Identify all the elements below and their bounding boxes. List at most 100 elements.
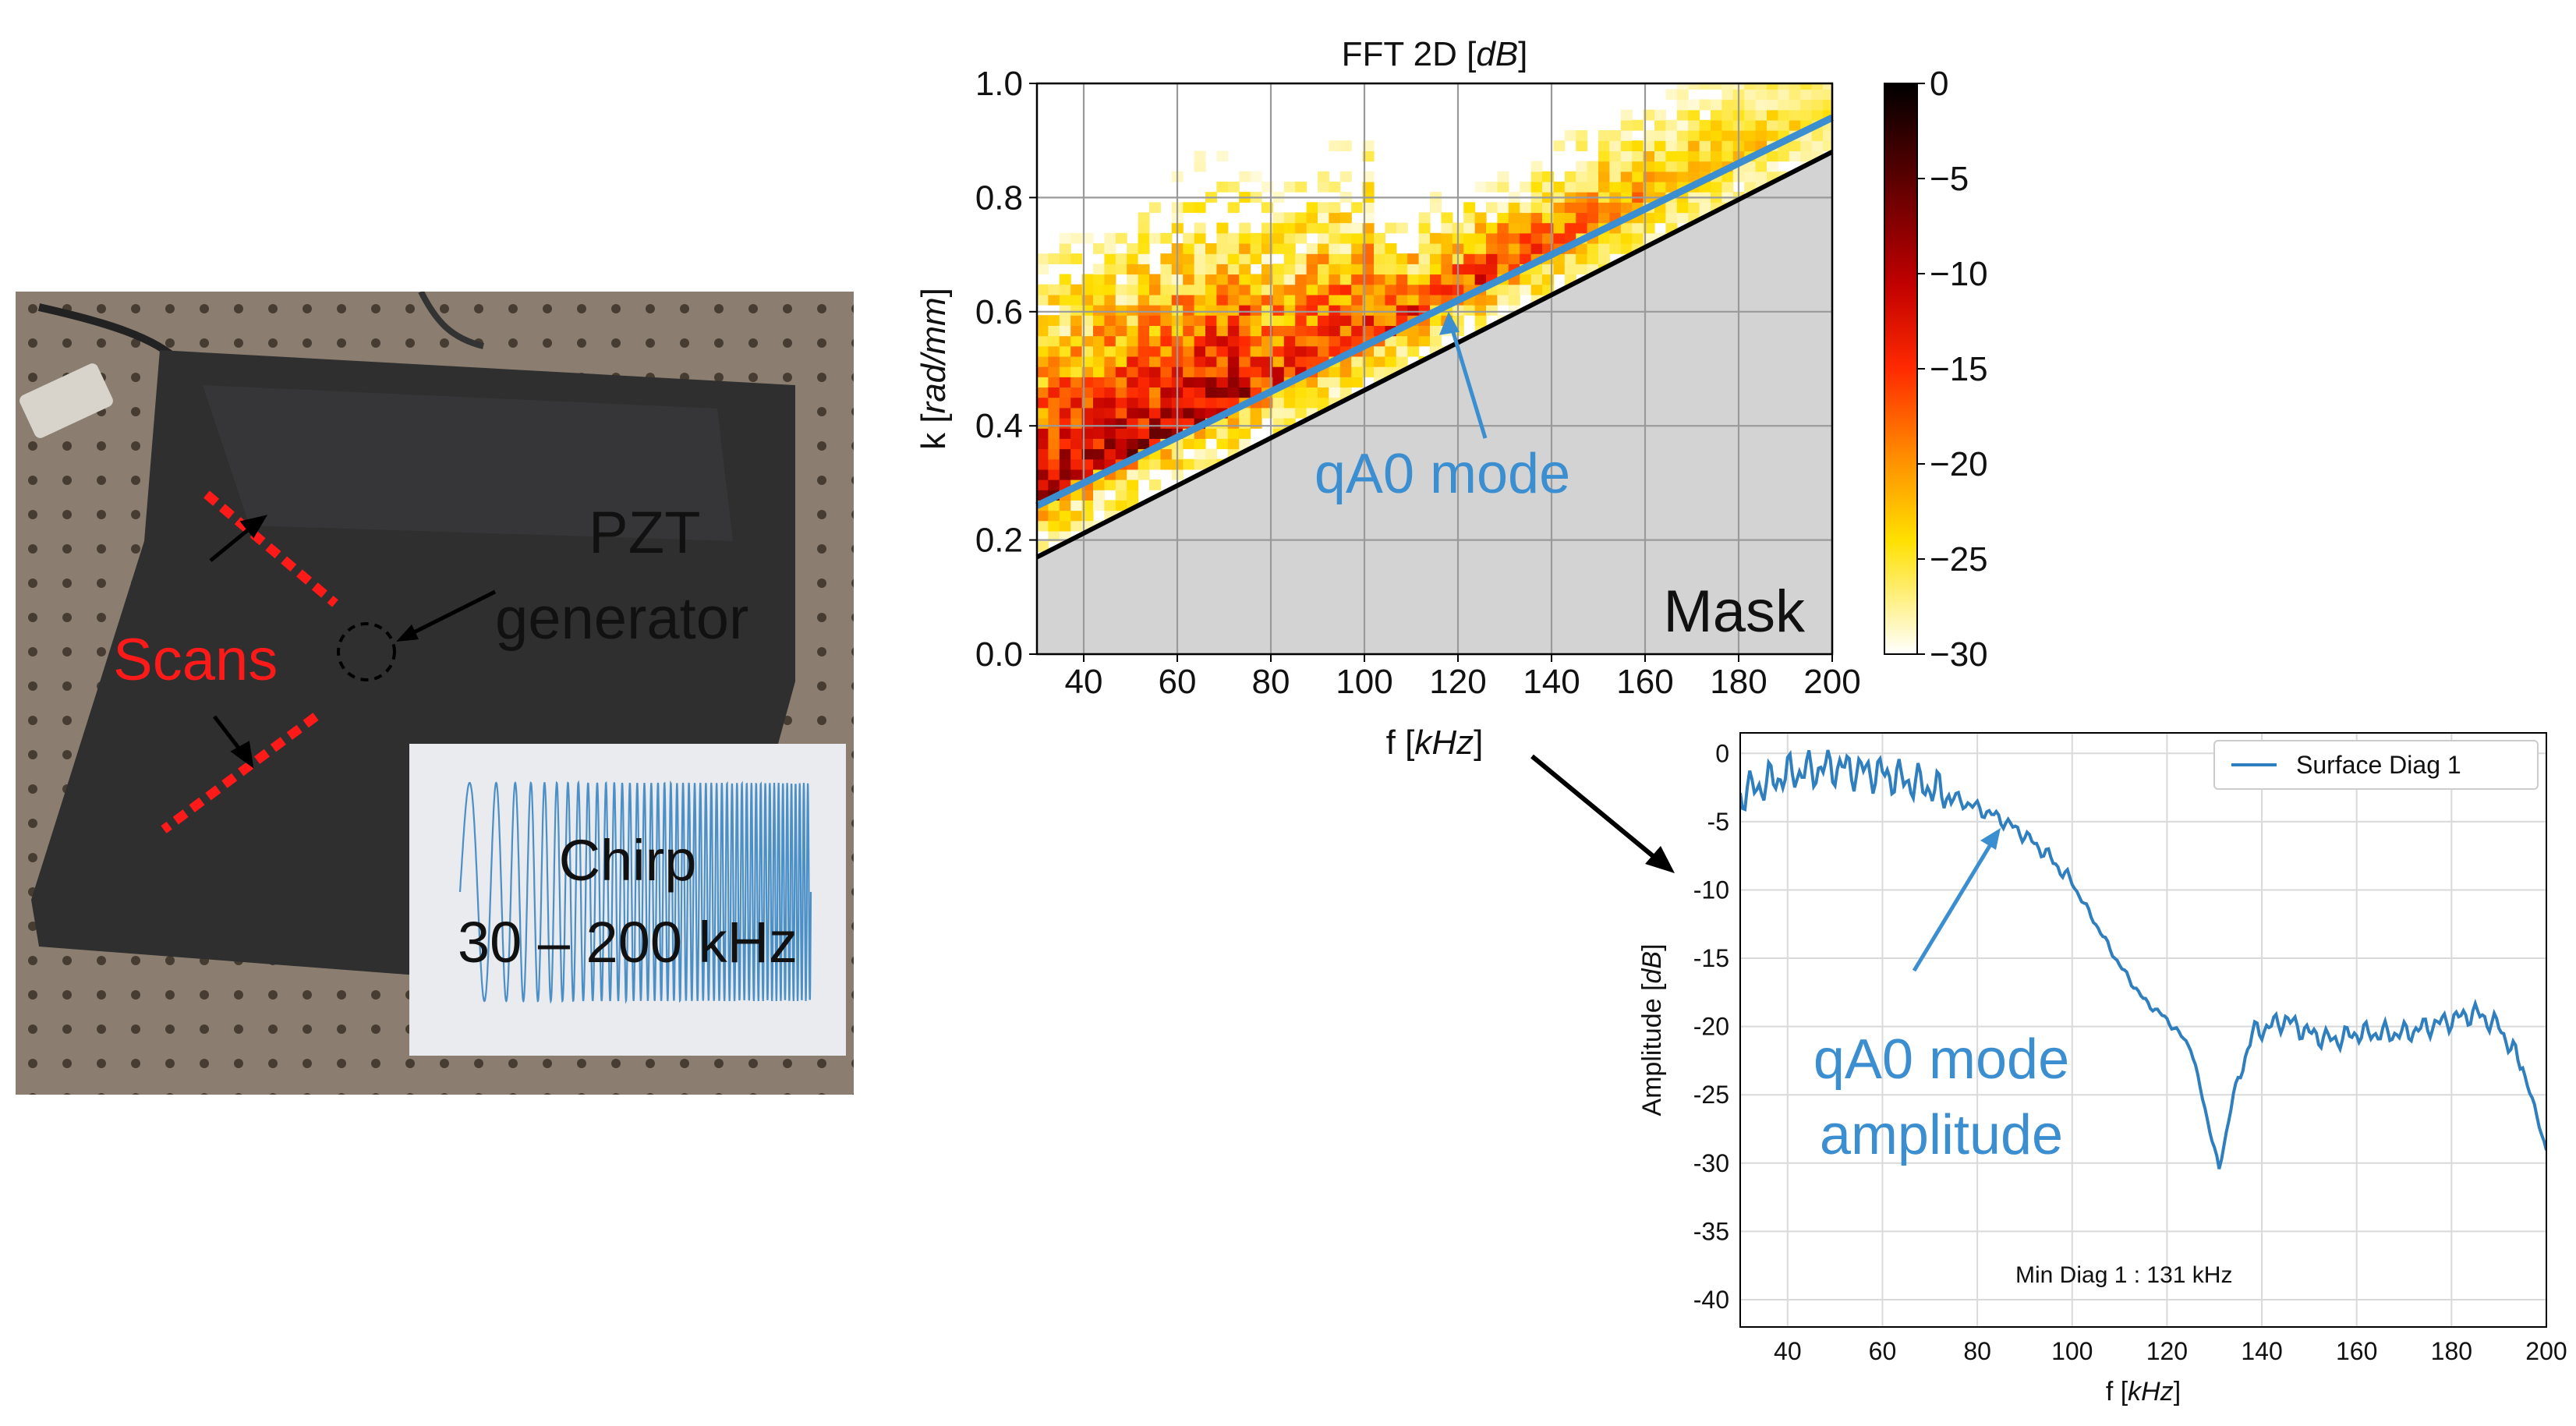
heatmap-cell: [1654, 150, 1666, 162]
heatmap-cell: [1127, 335, 1139, 347]
heatmap-cell: [1598, 140, 1610, 151]
heatmap-cell: [1508, 253, 1520, 264]
heatmap-cell: [1059, 407, 1071, 419]
heatmap-cell: [1351, 284, 1364, 295]
heatmap-cell: [1318, 181, 1329, 193]
heatmap-cell: [1048, 397, 1060, 409]
heatmap-cell: [1115, 356, 1127, 367]
heatmap-cell: [1138, 366, 1150, 377]
heatmap-cell: [1194, 274, 1206, 285]
heatmap-cell: [1665, 171, 1678, 182]
heatmap-cell: [1329, 366, 1341, 377]
heatmap-cell: [1339, 140, 1352, 151]
heatmap-cell: [1362, 294, 1375, 306]
heatmap-cell: [1216, 150, 1229, 162]
x-tick-label: 140: [2241, 1337, 2282, 1365]
heatmap-cell: [1587, 202, 1599, 214]
heatmap-cell: [1318, 243, 1329, 254]
heatmap-cell: [1227, 428, 1240, 439]
heatmap-cell: [1699, 99, 1711, 111]
plate-sheen: [203, 385, 733, 541]
heatmap-cell: [1441, 253, 1453, 264]
heatmap-cell: [1486, 232, 1498, 244]
heatmap-cell: [1070, 253, 1083, 264]
heatmap-cell: [1418, 232, 1431, 244]
heatmap-cell: [1115, 335, 1127, 347]
legend: Surface Diag 1: [2213, 740, 2539, 790]
heatmap-cell: [1329, 232, 1341, 244]
heatmap-cell: [1530, 171, 1543, 182]
heatmap-cell: [1789, 89, 1801, 101]
heatmap-cell: [1227, 335, 1240, 347]
heatmap-cell: [1104, 377, 1116, 387]
heatmap-cell: [1250, 294, 1262, 306]
heatmap-cell: [1127, 253, 1139, 264]
heatmap-cell: [1239, 264, 1251, 275]
heatmap-cell: [1160, 305, 1173, 316]
heatmap-cell: [1127, 345, 1139, 357]
heatmap-cell: [1070, 325, 1083, 337]
colorbar: [1884, 83, 1918, 655]
heatmap-cell: [1093, 428, 1105, 439]
heatmap-cell: [1351, 253, 1364, 264]
heatmap-cell: [1553, 264, 1566, 275]
heatmap-cell: [1351, 222, 1364, 234]
heatmap-cell: [1699, 119, 1711, 131]
heatmap-cell: [1104, 335, 1116, 347]
heatmap-cell: [1093, 294, 1105, 306]
heatmap-cell: [1160, 253, 1173, 264]
heatmap-cell: [1721, 181, 1734, 193]
heatmap-cell: [1407, 264, 1420, 275]
heatmap-cell: [1138, 335, 1150, 347]
heatmap-cell: [1643, 171, 1655, 182]
heatmap-cell: [1093, 356, 1105, 367]
heatmap-cell: [1789, 83, 1801, 90]
heatmap-cell: [1520, 232, 1532, 244]
heatmap-cell: [1329, 387, 1341, 398]
heatmap-cell: [1295, 335, 1307, 347]
chirp-label: Chirp: [559, 828, 697, 893]
heatmap-cell: [1205, 377, 1217, 387]
heatmap-cell: [1250, 171, 1262, 182]
heatmap-cell: [1654, 212, 1666, 224]
heatmap-cell: [1160, 315, 1173, 326]
heatmap-cell: [1183, 458, 1195, 470]
heatmap-cell: [1127, 469, 1139, 480]
heatmap-cell: [1048, 377, 1060, 387]
fft2d-frame: [1035, 82, 1834, 656]
heatmap-cell: [1508, 294, 1520, 306]
heatmap-cell: [1329, 377, 1341, 387]
heatmap-cell: [1632, 140, 1644, 151]
heatmap-cell: [1598, 171, 1610, 182]
heatmap-cell: [1430, 325, 1442, 337]
heatmap-cell: [1362, 284, 1375, 295]
heatmap-cell: [1295, 181, 1307, 193]
heatmap-cell: [1149, 345, 1161, 357]
heatmap-cell: [1362, 202, 1375, 214]
heatmap-cell: [1194, 284, 1206, 295]
heatmap-cell: [1127, 377, 1139, 387]
heatmap-cell: [1418, 212, 1431, 224]
heatmap-cell: [1385, 253, 1397, 264]
heatmap-cell: [1250, 315, 1262, 326]
heatmap-cell: [1609, 171, 1622, 182]
heatmap-cell: [1407, 345, 1420, 357]
heatmap-cell: [1306, 387, 1318, 398]
heatmap-cell: [1508, 284, 1520, 295]
heatmap-cell: [1553, 222, 1566, 234]
heatmap-cell: [1609, 161, 1622, 172]
heatmap-cell: [1059, 428, 1071, 439]
heatmap-cell: [1194, 448, 1206, 460]
heatmap-cell: [1138, 345, 1150, 357]
heatmap-cell: [1115, 490, 1127, 501]
heatmap-cell: [1115, 500, 1127, 511]
heatmap-cell: [1430, 232, 1442, 244]
heatmap-cell: [1497, 232, 1509, 244]
heatmap-cell: [1093, 407, 1105, 419]
heatmap-cell: [1385, 274, 1397, 285]
heatmap-cell: [1306, 212, 1318, 224]
heatmap-cell: [1160, 274, 1173, 285]
heatmap-cell: [1295, 356, 1307, 367]
heatmap-cell: [1418, 335, 1431, 347]
